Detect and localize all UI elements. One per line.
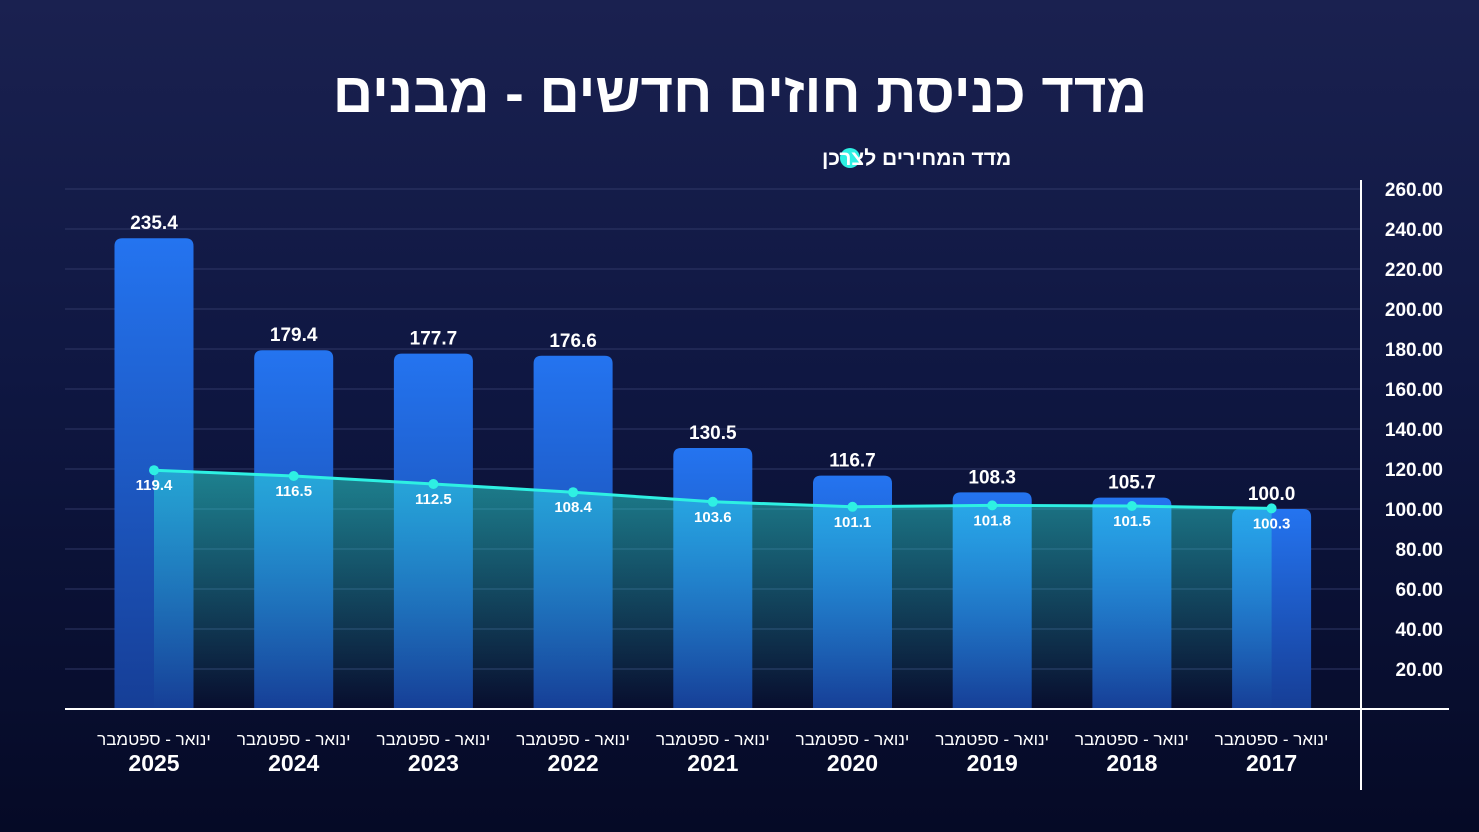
category-range-label: ינואר - ספטמבר: [935, 730, 1049, 749]
bar-value-label: 108.3: [968, 467, 1016, 488]
bar-value-label: 130.5: [689, 423, 737, 444]
category-year-label: 2022: [548, 750, 599, 776]
cpi-point: [847, 501, 858, 512]
y-tick-label: 260.00: [1385, 180, 1443, 201]
cpi-value-label: 101.5: [1113, 513, 1151, 530]
cpi-value-label: 112.5: [415, 491, 452, 508]
legend-marker-cpi: [840, 148, 860, 168]
category-year-label: 2023: [408, 750, 459, 776]
category-year-label: 2025: [128, 750, 179, 776]
category-year-label: 2017: [1246, 750, 1297, 776]
cpi-value-label: 116.5: [275, 483, 312, 500]
chart-title: מדד כניסת חוזים חדשים - מבנים: [333, 61, 1147, 124]
bar-value-label: 235.4: [130, 213, 178, 234]
cpi-area-fill: [154, 470, 1272, 709]
cpi-points: [149, 465, 1277, 514]
bar-value-label: 116.7: [829, 451, 876, 472]
bar-value-label: 177.7: [410, 329, 458, 350]
bar-value-label: 100.0: [1248, 484, 1296, 505]
y-tick-label: 60.00: [1395, 580, 1443, 601]
cpi-value-label: 101.8: [973, 512, 1011, 529]
category-range-label: ינואר - ספטמבר: [1215, 730, 1329, 749]
category-range-label: ינואר - ספטמבר: [656, 730, 770, 749]
cpi-value-label: 108.4: [554, 499, 592, 516]
category-range-label: ינואר - ספטמבר: [97, 730, 211, 749]
category-range-label: ינואר - ספטמבר: [796, 730, 910, 749]
cpi-point: [707, 496, 718, 507]
cpi-point: [428, 479, 439, 489]
cpi-point: [1126, 501, 1137, 511]
category-range-label: ינואר - ספטמבר: [377, 730, 491, 749]
category-range-label: ינואר - ספטמבר: [237, 730, 351, 749]
category-range-label: ינואר - ספטמבר: [1075, 730, 1189, 749]
data-labels: 235.4 179.4 177.7 176.6 130.5 116.7 108.3 105.7…: [130, 213, 1295, 532]
y-tick-label: 240.00: [1385, 220, 1443, 241]
y-tick-label: 120.00: [1385, 460, 1443, 481]
legend-label-cpi: מדד המחירים לצרכן: [822, 147, 1011, 170]
cpi-point: [987, 500, 998, 511]
cpi-value-label: 103.6: [694, 509, 732, 526]
cpi-value-label: 119.4: [136, 477, 173, 494]
category-year-label: 2019: [967, 750, 1018, 776]
cpi-point: [149, 465, 159, 476]
y-tick-label: 220.00: [1385, 260, 1443, 281]
bar-value-label: 179.4: [270, 325, 318, 346]
cpi-point: [568, 487, 579, 498]
category-range-label: ינואר - ספטמבר: [516, 730, 630, 749]
y-tick-label: 40.00: [1395, 620, 1443, 641]
cpi-point: [1266, 503, 1277, 514]
y-tick-label: 80.00: [1395, 540, 1443, 561]
axes: 20.00 40.00 60.00 80.00 100.00 120.00 140.00 16…: [65, 180, 1449, 790]
bar-value-label: 176.6: [549, 331, 597, 352]
cpi-value-label: 101.1: [834, 514, 872, 531]
category-year-label: 2021: [687, 750, 738, 776]
category-year-label: 2018: [1106, 750, 1157, 776]
cpi-value-label: 100.3: [1253, 515, 1291, 532]
y-tick-label: 140.00: [1385, 420, 1443, 441]
cpi-point: [288, 471, 299, 481]
category-year-label: 2020: [827, 750, 878, 776]
category-year-label: 2024: [268, 750, 319, 776]
legend: מדד המחירים לצרכן: [822, 147, 1011, 170]
y-tick-label: 20.00: [1395, 660, 1443, 681]
y-tick-label: 100.00: [1385, 500, 1443, 521]
y-tick-label: 180.00: [1385, 340, 1443, 361]
y-tick-label: 160.00: [1385, 380, 1443, 401]
y-tick-label: 200.00: [1385, 300, 1443, 321]
bar-value-label: 105.7: [1108, 473, 1156, 494]
